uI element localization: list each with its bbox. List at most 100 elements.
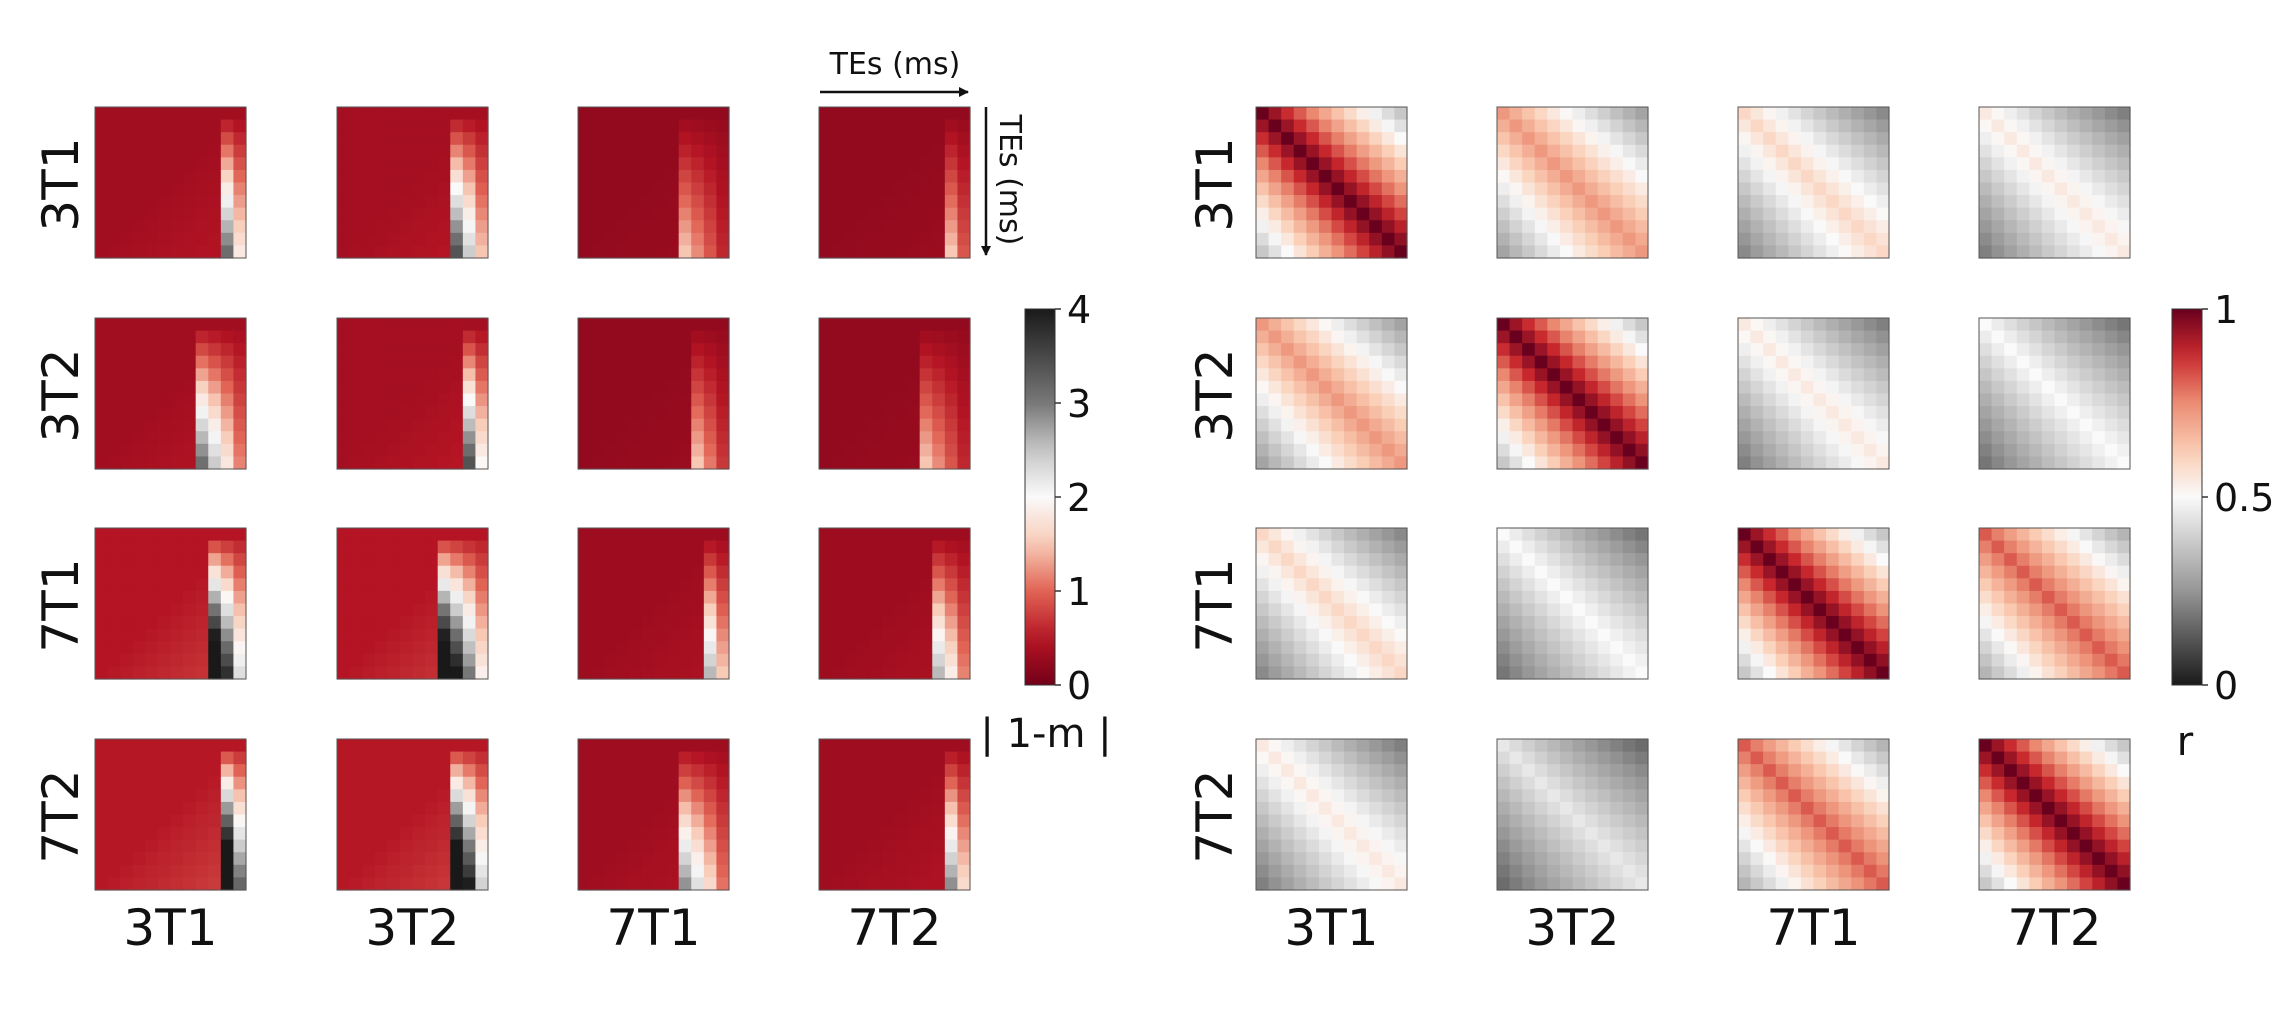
heatmap-cell [1344, 368, 1358, 382]
heatmap-cell [2092, 456, 2106, 470]
heatmap-cell [2054, 839, 2068, 853]
heatmap-cell [170, 245, 184, 259]
heatmap-cell [462, 814, 477, 828]
heatmap-cell [387, 553, 401, 567]
heatmap-cell [425, 553, 439, 567]
heatmap-cell [1800, 751, 1815, 765]
heatmap-cell [1813, 578, 1827, 592]
heatmap-cell [1826, 540, 1840, 554]
heatmap-cell [1813, 590, 1827, 605]
heatmap-cell [1356, 553, 1370, 567]
heatmap-cell [374, 182, 388, 196]
heatmap-cell [1293, 330, 1307, 344]
heatmap-cell [578, 443, 592, 458]
heatmap-cell [957, 528, 971, 542]
heatmap-cell [1635, 739, 1649, 753]
heatmap-cell [932, 443, 946, 458]
heatmap-cell [362, 195, 376, 209]
heatmap-cell [2004, 852, 2018, 866]
heatmap-cell [628, 144, 642, 158]
heatmap-cell [869, 827, 883, 841]
heatmap-cell [425, 132, 439, 146]
heatmap-cell [208, 628, 222, 642]
heatmap-cell [2016, 864, 2030, 879]
heatmap-cell [220, 393, 235, 407]
heatmap-cell [919, 540, 933, 554]
heatmap-cell [425, 157, 439, 171]
heatmap-cell [145, 578, 159, 592]
heatmap-cell [1509, 330, 1523, 344]
heatmap-cell [894, 431, 908, 445]
heatmap-cell [2092, 343, 2106, 357]
heatmap-cell [399, 330, 414, 344]
heatmap-cell [2104, 182, 2119, 196]
heatmap-cell [2079, 827, 2093, 841]
heatmap-cell [844, 443, 858, 458]
heatmap-cell [1256, 182, 1270, 196]
heatmap-cell [412, 864, 426, 879]
heatmap-left-7T2-7T2 [818, 738, 971, 891]
heatmap-cell [1559, 553, 1574, 567]
heatmap-cell [1813, 839, 1827, 853]
heatmap-cell [2092, 852, 2106, 866]
heatmap-cell [1750, 343, 1764, 357]
heatmap-cell [869, 739, 883, 753]
heatmap-cell [425, 355, 439, 369]
heatmap-cell [678, 540, 692, 554]
heatmap-cell [716, 590, 730, 605]
heatmap-cell [1838, 616, 1852, 630]
heatmap-cell [107, 801, 121, 816]
heatmap-cell [1381, 157, 1396, 171]
heatmap-cell [2004, 343, 2018, 357]
heatmap-cell [208, 827, 222, 841]
heatmap-cell [1851, 628, 1865, 642]
heatmap-cell [475, 380, 489, 395]
heatmap-cell [1838, 182, 1852, 196]
heatmap-cell [1356, 839, 1370, 853]
heatmap-cell [615, 578, 629, 592]
heatmap-cell [1369, 195, 1383, 209]
heatmap-cell [1851, 355, 1865, 369]
heatmap-cell [1991, 132, 2005, 146]
heatmap-cell [844, 553, 858, 567]
heatmap-cell [399, 739, 414, 753]
heatmap-cell [437, 157, 451, 171]
heatmap-cell [2092, 603, 2106, 617]
heatmap-cell [678, 456, 692, 470]
heatmap-cell [374, 666, 388, 680]
heatmap-cell [1572, 540, 1586, 554]
heatmap-cell [1610, 590, 1624, 605]
heatmap-cell [1738, 220, 1752, 234]
heatmap-cell [1281, 107, 1295, 121]
heatmap-cell [399, 789, 414, 803]
heatmap-cell [615, 169, 629, 184]
heatmap-cell [362, 169, 376, 184]
heatmap-cell [1738, 245, 1752, 259]
heatmap-cell [1381, 330, 1396, 344]
heatmap-cell [132, 157, 146, 171]
heatmap-cell [1635, 814, 1649, 828]
heatmap-cell [856, 132, 870, 146]
heatmap-cell [1763, 590, 1777, 605]
heatmap-cell [1281, 380, 1295, 395]
heatmap-cell [1826, 431, 1840, 445]
heatmap-cell [1394, 406, 1408, 420]
heatmap-cell [856, 540, 870, 554]
heatmap-cell [932, 119, 946, 133]
heatmap-cell [703, 616, 718, 630]
heatmap-cell [1838, 220, 1852, 234]
heatmap-cell [425, 776, 439, 790]
heatmap-cell [881, 789, 896, 803]
heatmap-cell [1622, 739, 1637, 753]
heatmap-cell [362, 776, 376, 790]
heatmap-cell [399, 565, 414, 579]
heatmap-cell [1851, 852, 1865, 866]
heatmap-cell [349, 343, 363, 357]
heatmap-cell [1268, 245, 1282, 259]
heatmap-cell [1838, 814, 1852, 828]
heatmap-cell [2004, 406, 2018, 420]
heatmap-cell [703, 393, 718, 407]
heatmap-cell [2117, 565, 2131, 579]
heatmap-cell [2104, 119, 2119, 133]
heatmap-cell [450, 540, 464, 554]
